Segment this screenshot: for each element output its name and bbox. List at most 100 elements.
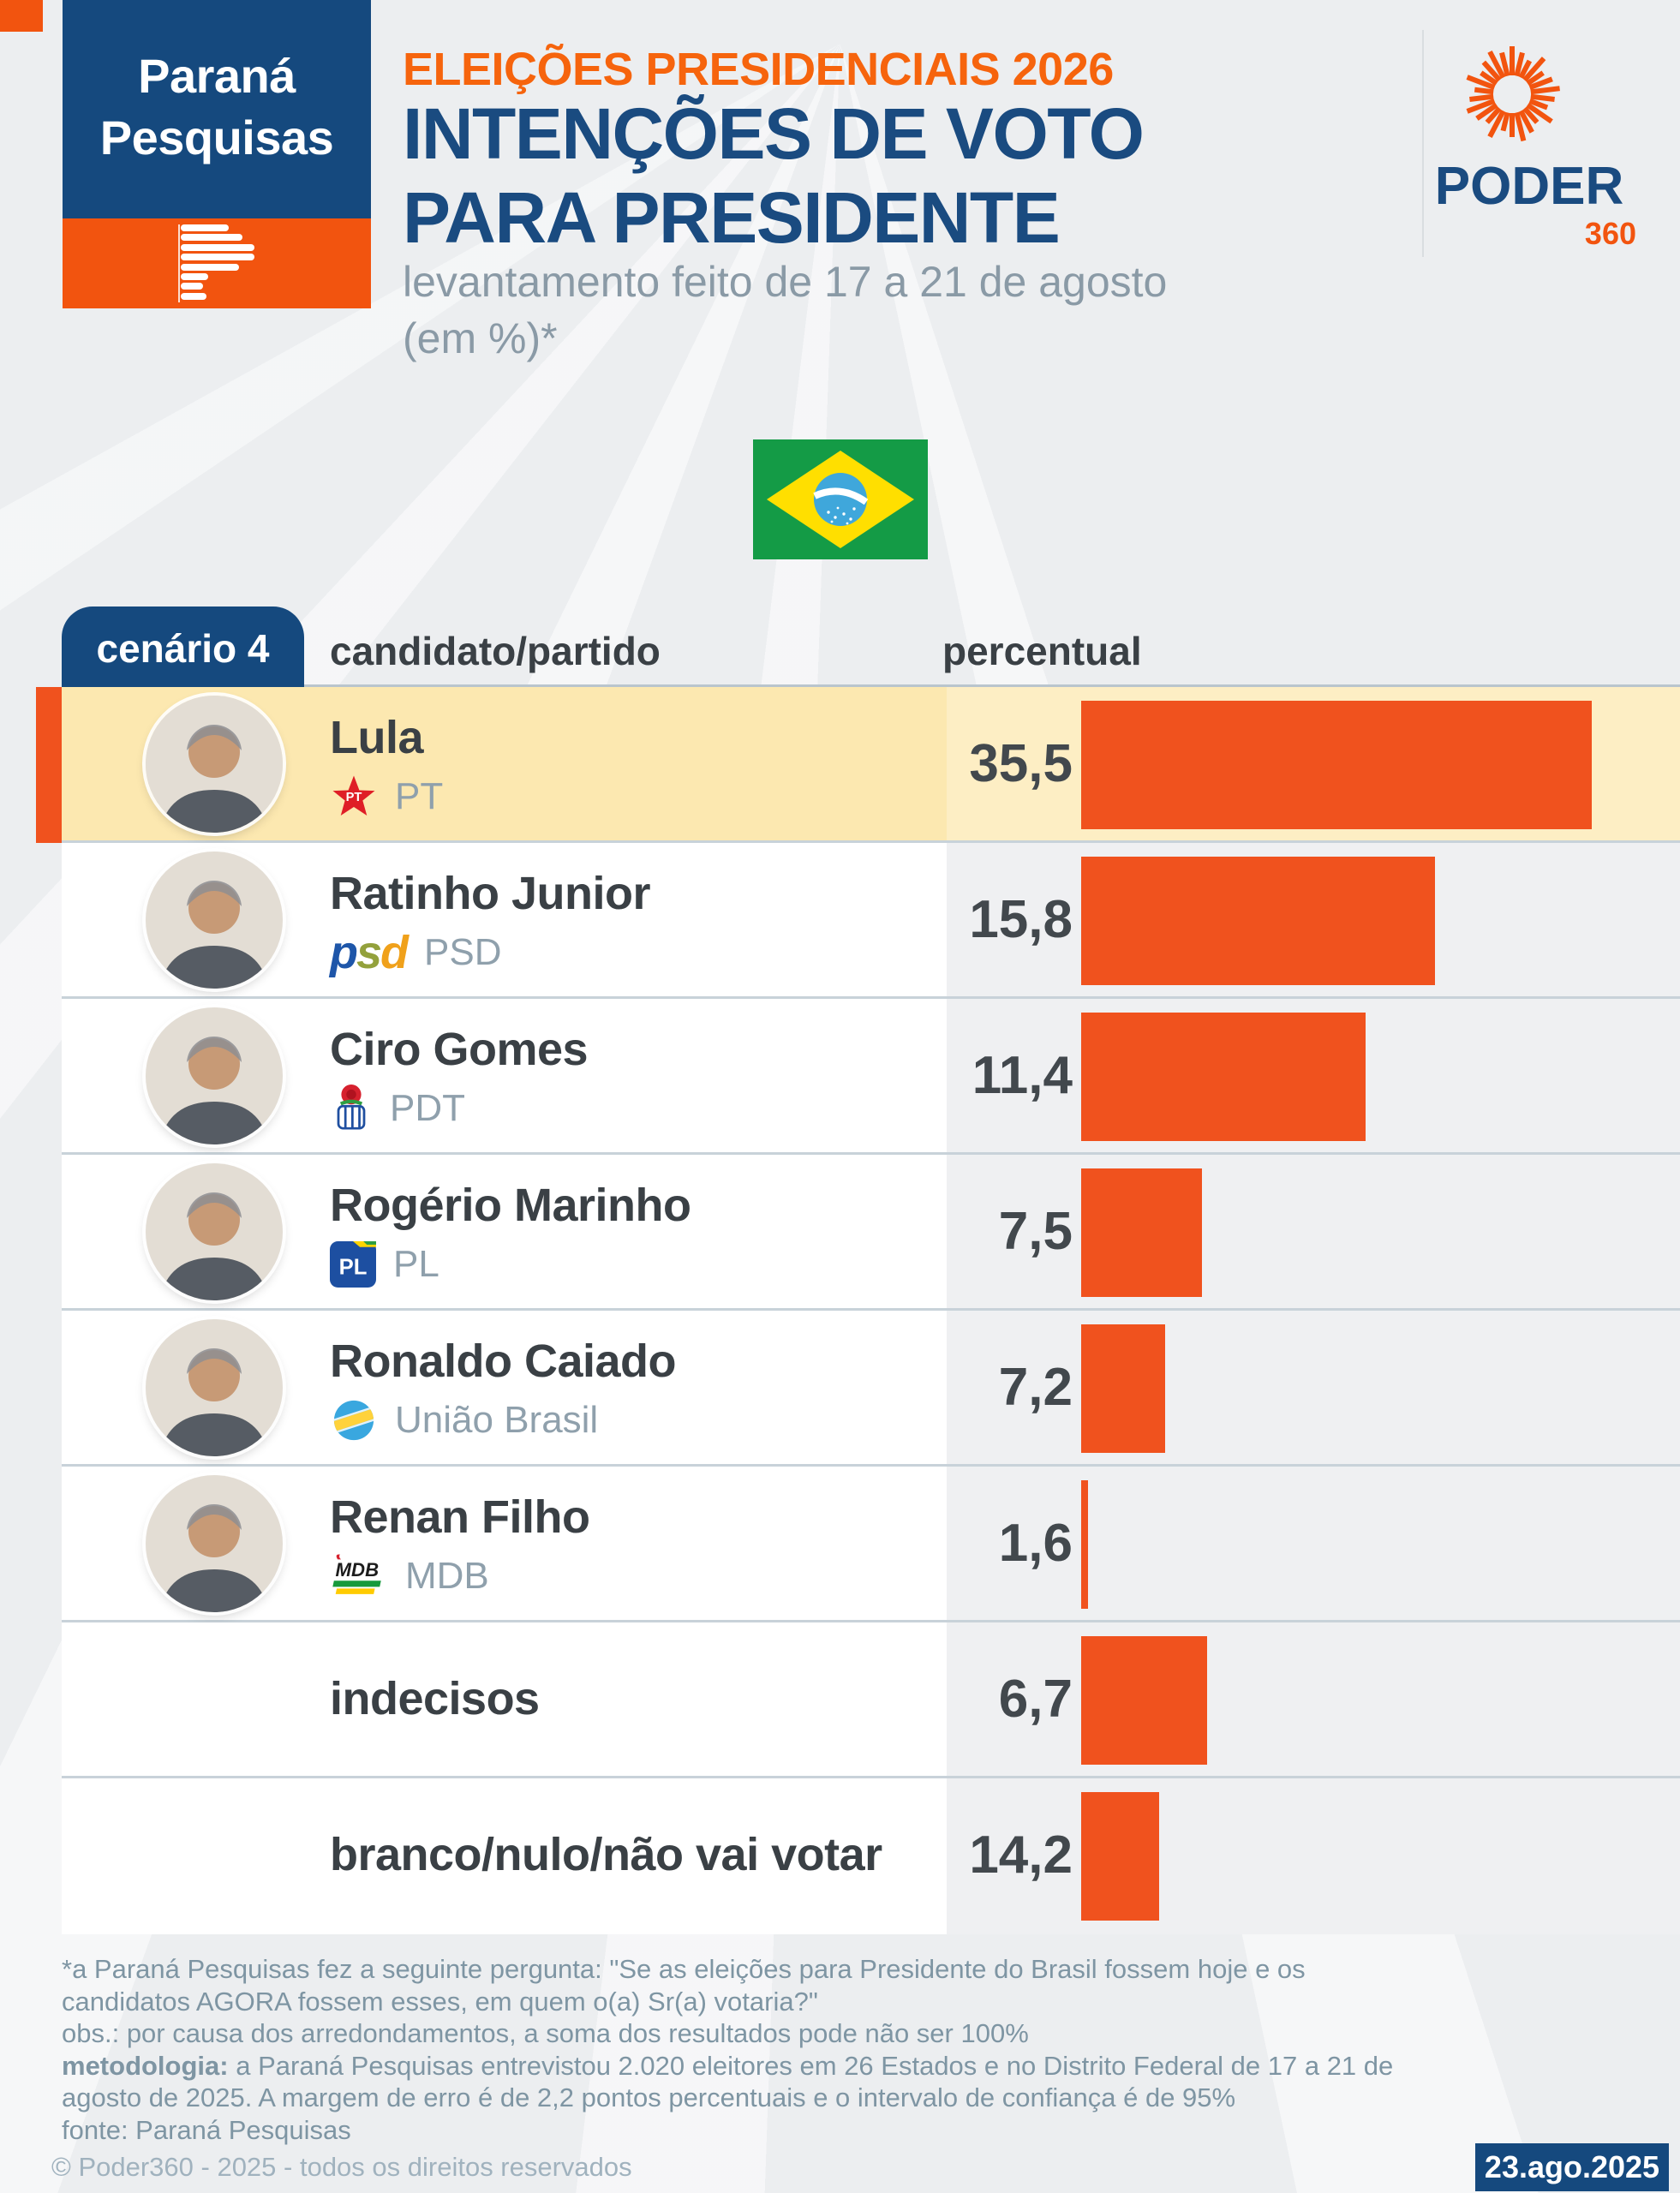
table-row: branco/nulo/não vai votar 14,2 [62,1778,1680,1934]
poder360-sunburst-icon [1466,46,1560,142]
table-row: Lula PT PT 35,5 [36,687,1680,843]
candidate-photo [146,696,283,833]
percent-value: 7,2 [998,1358,1073,1417]
column-header-percent: percentual [942,629,1142,673]
mdb-wordmark-icon: MDB [332,1554,381,1594]
table-row: Ronaldo Caiado União Brasil 7,2 [62,1311,1680,1467]
candidate-photo-placeholder [146,1163,283,1300]
date-badge: 23.ago.2025 [1475,2143,1669,2191]
footnote-text: *a Paraná Pesquisas fez a seguinte pergu… [62,1954,1306,1984]
psd-wordmark-icon: psd [330,927,409,978]
footnote-line: fonte: Paraná Pesquisas [62,2114,1518,2147]
candidate-photo [146,1319,283,1456]
candidate-name: Lula [330,712,424,763]
svg-text:MDB: MDB [336,1559,380,1581]
footnote-text: fonte: Paraná Pesquisas [62,2114,351,2145]
table-row: indecisos 6,7 [62,1622,1680,1778]
party-name: PSD [424,931,502,973]
percent-bar [1081,1324,1165,1453]
candidate-name: Ciro Gomes [330,1024,589,1075]
percent-column-bg [947,1467,1680,1620]
party-name: PDT [390,1087,465,1129]
pdt-rose-fist-icon [337,1085,366,1130]
poder360-logo: PODER 360 [1422,34,1680,257]
percent-bar [1081,857,1435,985]
p-logo-bar [181,243,254,251]
party-info: União Brasil [330,1393,598,1448]
footnote-bold: metodologia: [62,2050,229,2081]
percent-value: 35,5 [969,734,1073,793]
uniao-brasil-globe-icon [330,1400,378,1441]
percent-column-bg [947,1778,1680,1934]
percent-value: 7,5 [998,1202,1073,1261]
footnote-line: metodologia: a Paraná Pesquisas entrevis… [62,2050,1518,2082]
parana-p-bars-icon [178,224,263,302]
brand-name-line1: Paraná [138,49,296,103]
candidate-photo-placeholder [146,696,283,833]
party-name: PT [395,775,444,817]
percent-bar [1081,1636,1207,1765]
party-info: PDT [330,1081,465,1136]
percent-value: 1,6 [998,1514,1073,1573]
subtitle-line2: (em %)* [403,314,558,362]
percent-column-bg [947,1155,1680,1308]
candidate-photo-placeholder [146,1475,283,1612]
scenario-tab: cenário 4 [62,607,304,687]
candidate-photo-placeholder [146,1319,283,1456]
footnote-text: obs.: por causa dos arredondamentos, a s… [62,2018,1029,2048]
candidate-photo-placeholder [146,1007,283,1144]
footnote-line: agosto de 2025. A margem de erro é de 2,… [62,2082,1518,2114]
p-logo-bar [181,254,254,261]
parana-pesquisas-logo: Paraná Pesquisas [63,0,371,218]
header-divider [1422,30,1424,257]
party-info: psd PSD [330,925,502,980]
footnote-text: a Paraná Pesquisas entrevistou 2.020 ele… [228,2050,1394,2081]
percent-value: 15,8 [969,890,1073,949]
candidate-name: indecisos [330,1673,540,1724]
footnote-line: *a Paraná Pesquisas fez a seguinte pergu… [62,1953,1518,1986]
party-info: PL PL [330,1237,439,1292]
table-top-rule [62,684,1680,687]
footnotes: *a Paraná Pesquisas fez a seguinte pergu… [62,1953,1518,2146]
footnote-line: candidatos AGORA fossem esses, em quem o… [62,1986,1518,2018]
candidate-name: Renan Filho [330,1491,590,1543]
kicker-title: ELEIÇÕES PRESIDENCIAIS 2026 [403,44,1114,95]
party-info: MDB MDB [330,1549,489,1604]
page-title-line2: PARA PRESIDENTE [403,177,1061,258]
percent-bar [1081,1168,1202,1297]
table-row: Ciro Gomes PDT 11,4 [62,999,1680,1155]
poder-wordmark: PODER [1434,157,1624,216]
candidate-photo [146,1475,283,1612]
pl-square-icon: PL [330,1241,376,1288]
p-logo-bar [181,283,203,290]
copyright-line: © Poder360 - 2025 - todos os direitos re… [51,2152,632,2182]
p-logo-bar [181,263,239,271]
footnote-text: agosto de 2025. A margem de erro é de 2,… [62,2082,1236,2112]
p-logo-bar [181,224,229,231]
percent-value: 6,7 [998,1670,1073,1729]
party-name: MDB [405,1555,489,1597]
p-logo-bar [181,234,242,242]
party-info: PT PT [330,769,443,824]
percent-bar [1081,1013,1366,1141]
parana-p-block [63,218,371,308]
table-row: Renan Filho MDB MDB 1,6 [62,1467,1680,1622]
candidate-name: Ronaldo Caiado [330,1336,677,1387]
candidate-photo [146,1163,283,1300]
candidate-name: Rogério Marinho [330,1180,691,1231]
percent-bar [1081,1480,1088,1609]
percent-column-bg [947,1311,1680,1464]
footnote-line: obs.: por causa dos arredondamentos, a s… [62,2017,1518,2050]
percent-value: 11,4 [972,1046,1073,1105]
party-name: PL [393,1243,439,1285]
percent-bar [1081,701,1592,829]
results-table: Lula PT PT 35,5 Ratinho Junior psd PSD 1… [36,687,1680,1934]
svg-text:PL: PL [339,1255,368,1279]
percent-column-bg [947,1622,1680,1776]
candidate-photo [146,1007,283,1144]
svg-text:PT: PT [346,791,362,804]
poder-360-label: 360 [1584,216,1636,251]
p-logo-bar [181,292,206,300]
pt-star-icon: PT [332,775,375,816]
